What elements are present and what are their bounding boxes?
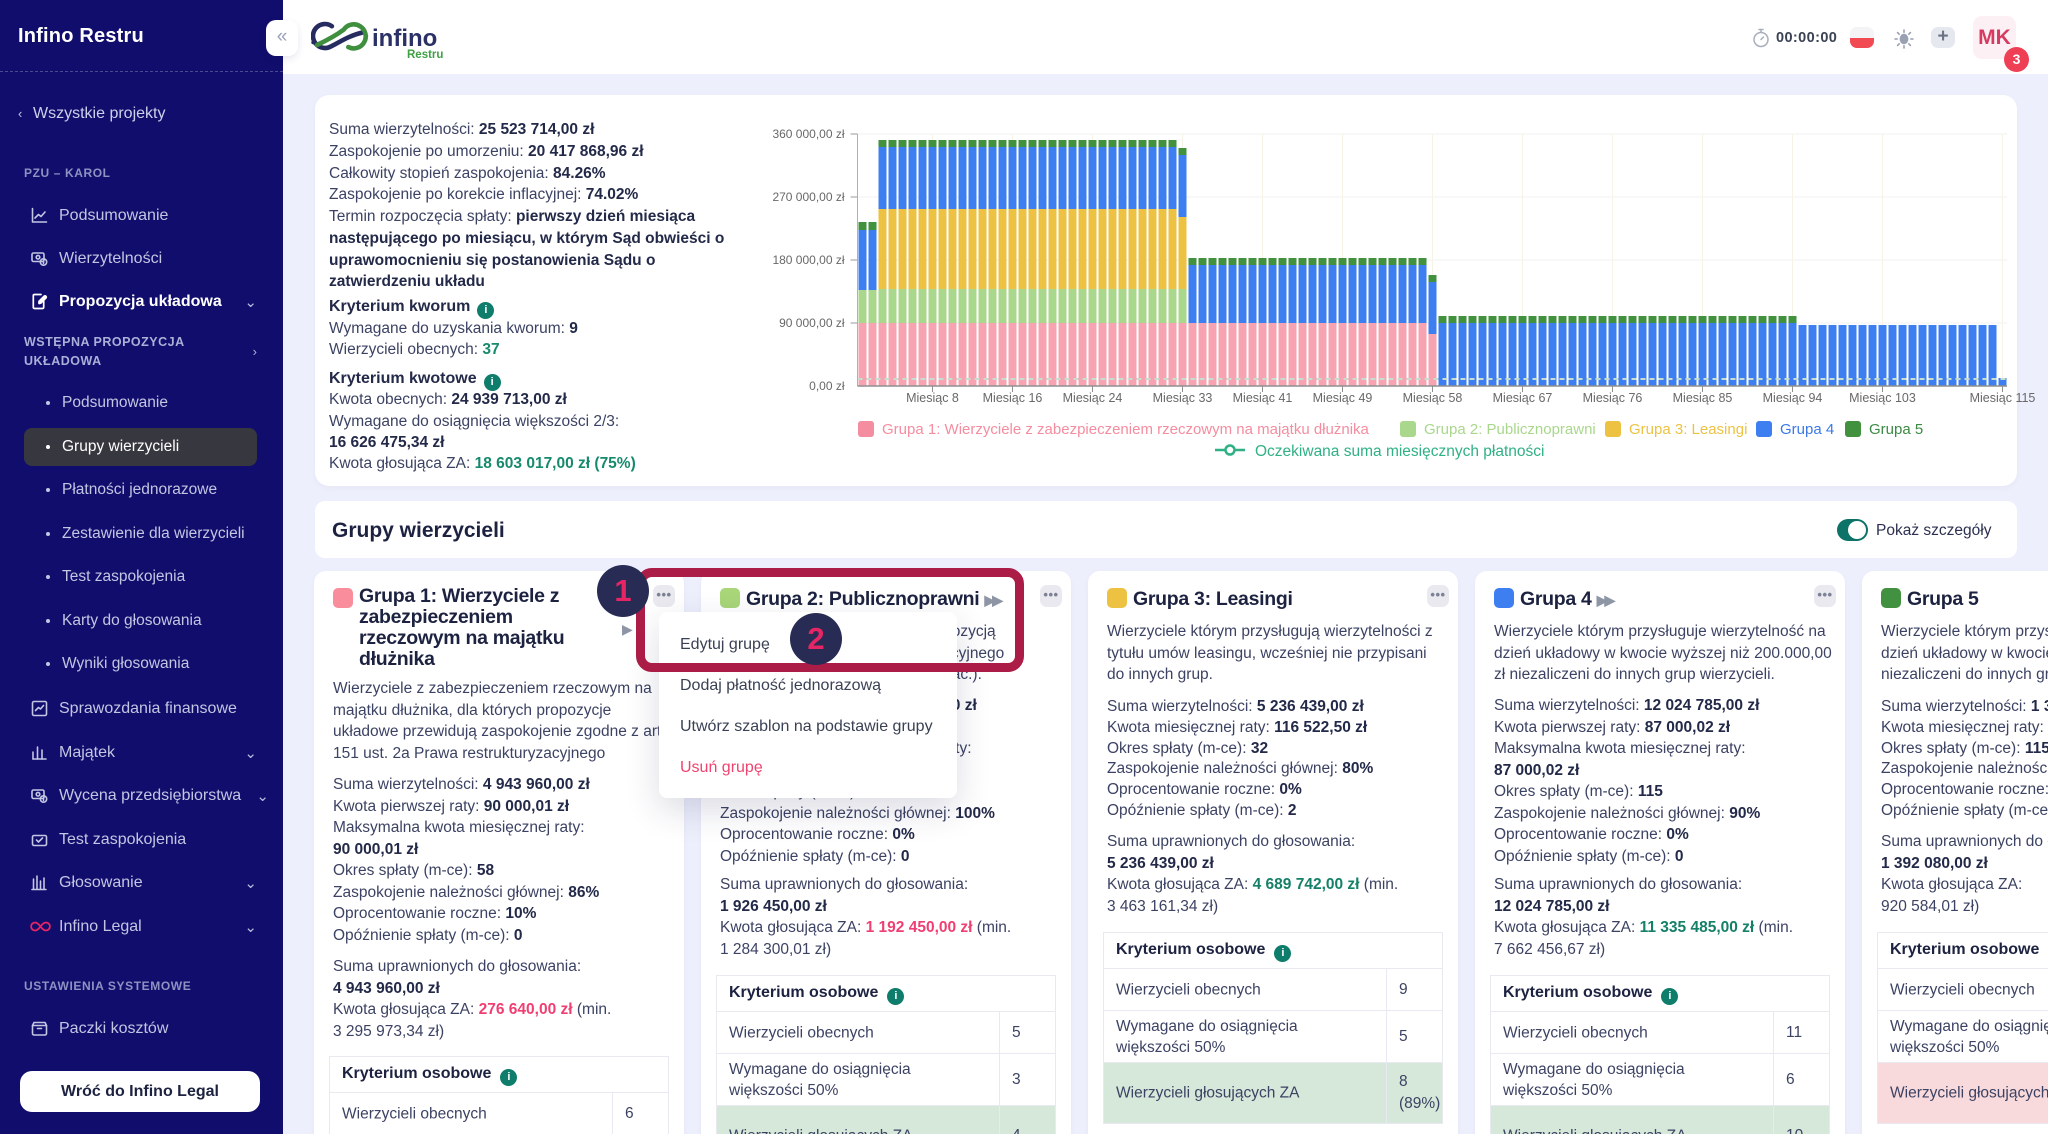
svg-text:Miesiąc 76: Miesiąc 76: [1583, 391, 1643, 405]
svg-text:Miesiąc 41: Miesiąc 41: [1233, 391, 1293, 405]
svg-text:infino: infino: [372, 25, 437, 52]
svg-text:Miesiąc 94: Miesiąc 94: [1763, 391, 1823, 405]
svg-text:Miesiąc 58: Miesiąc 58: [1403, 391, 1463, 405]
svg-text:180 000,00 zł: 180 000,00 zł: [772, 253, 844, 267]
svg-text:Grupa 4: Grupa 4: [1780, 421, 1834, 438]
svg-text:Restru: Restru: [407, 49, 443, 61]
svg-text:Miesiąc 16: Miesiąc 16: [983, 391, 1043, 405]
svg-text:Grupa 1: Wierzyciele z zabezpi: Grupa 1: Wierzyciele z zabezpieczeniem r…: [882, 421, 1370, 438]
svg-text:Miesiąc 67: Miesiąc 67: [1493, 391, 1553, 405]
svg-text:Miesiąc 103: Miesiąc 103: [1849, 391, 1916, 405]
svg-text:Miesiąc 24: Miesiąc 24: [1063, 391, 1123, 405]
svg-text:Miesiąc 33: Miesiąc 33: [1153, 391, 1213, 405]
svg-text:Miesiąc 49: Miesiąc 49: [1313, 391, 1373, 405]
svg-text:Miesiąc 85: Miesiąc 85: [1673, 391, 1733, 405]
svg-text:Miesiąc 115: Miesiąc 115: [1970, 391, 2036, 405]
svg-text:90 000,00 zł: 90 000,00 zł: [779, 316, 845, 330]
svg-text:Miesiąc 8: Miesiąc 8: [906, 391, 959, 405]
svg-text:360 000,00 zł: 360 000,00 zł: [772, 127, 844, 141]
svg-text:Grupa 2: Publicznoprawni: Grupa 2: Publicznoprawni: [1424, 421, 1596, 438]
svg-text:Grupa 3: Leasingi: Grupa 3: Leasingi: [1629, 421, 1747, 438]
svg-text:Oczekiwana suma miesięcznych p: Oczekiwana suma miesięcznych płatności: [1255, 443, 1544, 460]
svg-text:0,00 zł: 0,00 zł: [809, 379, 845, 393]
svg-text:Grupa 5: Grupa 5: [1869, 421, 1923, 438]
svg-text:270 000,00 zł: 270 000,00 zł: [772, 190, 844, 204]
